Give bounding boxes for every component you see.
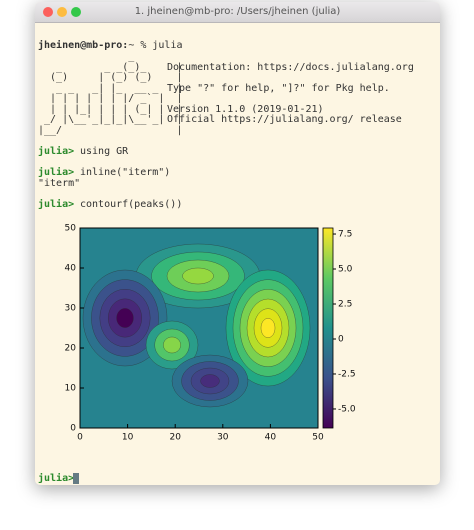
banner-info: Type "?" for help, "]?" for Pkg help. [167,82,390,94]
contour-level [260,318,276,338]
y-tick-label: 20 [65,344,77,354]
x-tick-label: 50 [312,433,324,443]
julia-prompt: julia> [38,199,75,210]
julia-input: contourf(peaks()) [80,199,183,210]
shell-prompt: jheinen@mb-pro: [38,40,129,51]
colorbar-tick-label: 5.0 [338,265,353,275]
colorbar-tick-label: 0 [338,334,344,344]
y-tick-label: 10 [65,384,77,394]
y-tick-label: 50 [65,224,77,234]
cursor [73,473,79,484]
contour-level [200,374,220,388]
julia-prompt: julia> [38,167,75,178]
contour-level [116,308,134,328]
banner-info: Official https://julialang.org/ release [167,114,402,125]
y-tick-label: 40 [65,264,77,274]
banner-line: |__/ | [38,124,183,136]
colorbar-tick-label: -2.5 [338,369,356,379]
window-title: 1. jheinen@mb-pro: /Users/jheinen (julia… [134,6,341,17]
banner-line: _/ |\__'_|_|_|\__'_| | [38,114,183,125]
plot-frame [79,227,319,429]
x-tick-label: 40 [265,433,277,443]
banner-info: Version 1.1.0 (2019-01-21) [167,103,324,115]
banner-line: | | | | | | |/ _` | | [38,93,183,104]
zoom-button[interactable] [71,7,81,17]
close-button[interactable] [43,7,53,17]
y-tick-label: 0 [70,424,76,434]
banner-line: _ _ _(_)_ | [38,61,183,73]
julia-prompt: julia> [38,146,75,157]
colorbar-tick-label: 2.5 [338,299,352,309]
contour-level [182,267,214,285]
minimize-button[interactable] [57,7,67,17]
x-tick-label: 30 [217,433,229,443]
banner-line: | | |_| | | | (_| | | [38,103,183,115]
banner-line: _ [38,51,135,62]
contour-field [80,228,318,428]
shell-command: ~ % julia [128,40,183,51]
login-line: jheinen@mb-pro:~ % julia [38,40,183,51]
title-bar: 1. jheinen@mb-pro: /Users/jheinen (julia… [35,2,440,23]
contour-level [163,336,181,354]
y-tick-label: 30 [65,304,77,314]
julia-prompt: julia> [38,473,75,484]
x-tick-label: 10 [122,433,134,443]
colorbar [322,227,334,429]
julia-input: using GR [80,146,129,157]
banner-info: Documentation: https://docs.julialang.or… [167,61,414,73]
colorbar-tick-label: 7.5 [338,230,352,240]
x-tick-label: 20 [169,433,181,443]
colorbar-tick-label: -5.0 [338,404,356,414]
banner-line: _ _ _| |_ __ _ | [38,82,183,94]
julia-output: "iterm" [38,178,81,189]
x-tick-label: 0 [77,433,83,443]
julia-input: inline("iterm") [80,167,171,178]
banner-line: (_) | (_) (_) | [38,72,183,83]
